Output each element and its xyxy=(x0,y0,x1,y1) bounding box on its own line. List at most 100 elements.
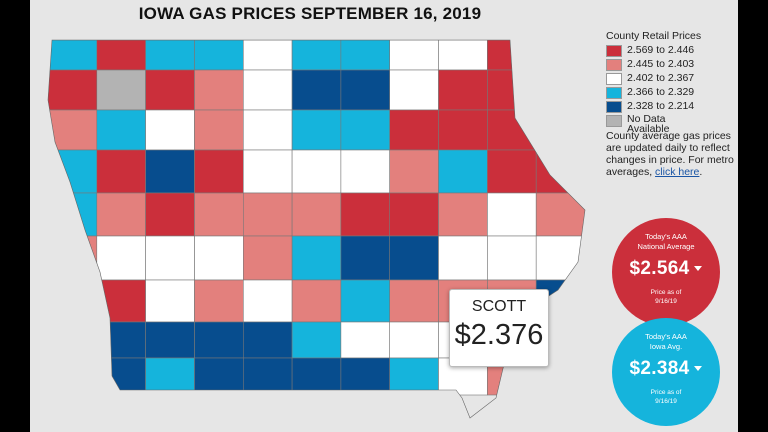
county-r8-4[interactable] xyxy=(194,321,244,359)
county-r6-7[interactable] xyxy=(340,235,390,281)
county-r4-7[interactable] xyxy=(340,149,390,194)
county-r3-2[interactable] xyxy=(96,109,146,151)
county-r9-5[interactable] xyxy=(243,357,293,396)
county-r6-10[interactable] xyxy=(487,235,537,281)
county-r8-6[interactable] xyxy=(291,321,342,359)
county-r3-10[interactable] xyxy=(487,109,537,151)
county-r6-8[interactable] xyxy=(389,235,439,281)
county-r5-2[interactable] xyxy=(96,192,146,237)
county-r2-7[interactable] xyxy=(340,69,390,111)
county-r3-6[interactable] xyxy=(291,109,342,151)
county-r1-4[interactable] xyxy=(194,40,244,71)
county-r2-1[interactable] xyxy=(48,69,98,111)
county-r4-4[interactable] xyxy=(194,149,244,194)
county-r2-2[interactable] xyxy=(96,69,146,111)
county-r5-10[interactable] xyxy=(487,192,537,237)
county-r2-6[interactable] xyxy=(291,69,342,111)
county-r3-4[interactable] xyxy=(194,109,244,151)
county-r1-8[interactable] xyxy=(389,40,439,71)
county-r9-7[interactable] xyxy=(340,357,390,396)
county-r6-5[interactable] xyxy=(243,235,293,281)
county-r9-3[interactable] xyxy=(145,357,195,396)
county-r6-2[interactable] xyxy=(96,235,146,281)
legend-label: 2.402 to 2.367 xyxy=(627,72,695,84)
county-r4-9[interactable] xyxy=(438,149,488,194)
county-r8-2[interactable] xyxy=(96,321,146,359)
county-r4-11[interactable] xyxy=(535,149,585,194)
county-r3-9[interactable] xyxy=(438,109,488,151)
county-r3-1[interactable] xyxy=(48,109,98,151)
county-r3-11[interactable] xyxy=(535,109,585,151)
county-r8-1[interactable] xyxy=(48,321,98,359)
county-r1-9[interactable] xyxy=(438,40,488,71)
county-r7-5[interactable] xyxy=(243,279,293,323)
caret-down-icon xyxy=(694,366,703,372)
county-r5-6[interactable] xyxy=(291,192,342,237)
legend-item: 2.328 to 2.214 xyxy=(606,100,736,113)
county-r1-1[interactable] xyxy=(48,40,98,71)
county-r9-8[interactable] xyxy=(389,357,439,396)
legend-swatch xyxy=(606,87,622,99)
metro-averages-link[interactable]: click here xyxy=(655,166,700,178)
legend-label: No Data Available xyxy=(627,113,670,135)
county-r8-5[interactable] xyxy=(243,321,293,359)
county-r1-7[interactable] xyxy=(340,40,390,71)
county-r4-5[interactable] xyxy=(243,149,293,194)
county-r2-9[interactable] xyxy=(438,69,488,111)
county-r7-1[interactable] xyxy=(48,279,98,323)
county-r4-10[interactable] xyxy=(487,149,537,194)
county-r7-6[interactable] xyxy=(291,279,342,323)
county-r5-8[interactable] xyxy=(389,192,439,237)
county-r4-3[interactable] xyxy=(145,149,195,194)
county-r5-9[interactable] xyxy=(438,192,488,237)
county-r8-3[interactable] xyxy=(145,321,195,359)
county-r1-6[interactable] xyxy=(291,40,342,71)
county-r7-2[interactable] xyxy=(96,279,146,323)
county-r2-4[interactable] xyxy=(194,69,244,111)
county-r3-8[interactable] xyxy=(389,109,439,151)
county-r6-9[interactable] xyxy=(438,235,488,281)
county-r8-7[interactable] xyxy=(340,321,390,359)
county-r3-7[interactable] xyxy=(340,109,390,151)
county-r6-6[interactable] xyxy=(291,235,342,281)
county-r6-11[interactable] xyxy=(535,235,585,281)
county-r6-4[interactable] xyxy=(194,235,244,281)
county-r3-5[interactable] xyxy=(243,109,293,151)
county-r1-11[interactable] xyxy=(535,40,585,71)
county-r2-5[interactable] xyxy=(243,69,293,111)
county-r1-5[interactable] xyxy=(243,40,293,71)
county-r5-5[interactable] xyxy=(243,192,293,237)
county-r5-1[interactable] xyxy=(48,192,98,237)
county-r4-1[interactable] xyxy=(48,149,98,194)
page-title: IOWA GAS PRICES SEPTEMBER 16, 2019 xyxy=(138,4,482,23)
county-r9-2[interactable] xyxy=(96,357,146,396)
county-r2-11[interactable] xyxy=(535,69,585,111)
county-r2-8[interactable] xyxy=(389,69,439,111)
legend-label: 2.328 to 2.214 xyxy=(627,100,695,112)
county-r5-7[interactable] xyxy=(340,192,390,237)
county-r7-8[interactable] xyxy=(389,279,439,323)
legend-title: County Retail Prices xyxy=(606,30,702,42)
county-r7-7[interactable] xyxy=(340,279,390,323)
county-r2-10[interactable] xyxy=(487,69,537,111)
county-r5-4[interactable] xyxy=(194,192,244,237)
county-r5-11[interactable] xyxy=(535,192,585,237)
county-r4-2[interactable] xyxy=(96,149,146,194)
county-r3-3[interactable] xyxy=(145,109,195,151)
county-r7-4[interactable] xyxy=(194,279,244,323)
county-r7-3[interactable] xyxy=(145,279,195,323)
legend-item: 2.402 to 2.367 xyxy=(606,72,736,85)
county-r9-4[interactable] xyxy=(194,357,244,396)
county-r1-2[interactable] xyxy=(96,40,146,71)
county-r9-6[interactable] xyxy=(291,357,342,396)
county-r6-3[interactable] xyxy=(145,235,195,281)
county-r4-8[interactable] xyxy=(389,149,439,194)
county-r4-6[interactable] xyxy=(291,149,342,194)
county-r2-3[interactable] xyxy=(145,69,195,111)
county-r1-3[interactable] xyxy=(145,40,195,71)
county-r5-3[interactable] xyxy=(145,192,195,237)
county-r8-8[interactable] xyxy=(389,321,439,359)
county-r9-1[interactable] xyxy=(48,357,98,396)
tooltip-county-name: SCOTT xyxy=(471,298,527,315)
